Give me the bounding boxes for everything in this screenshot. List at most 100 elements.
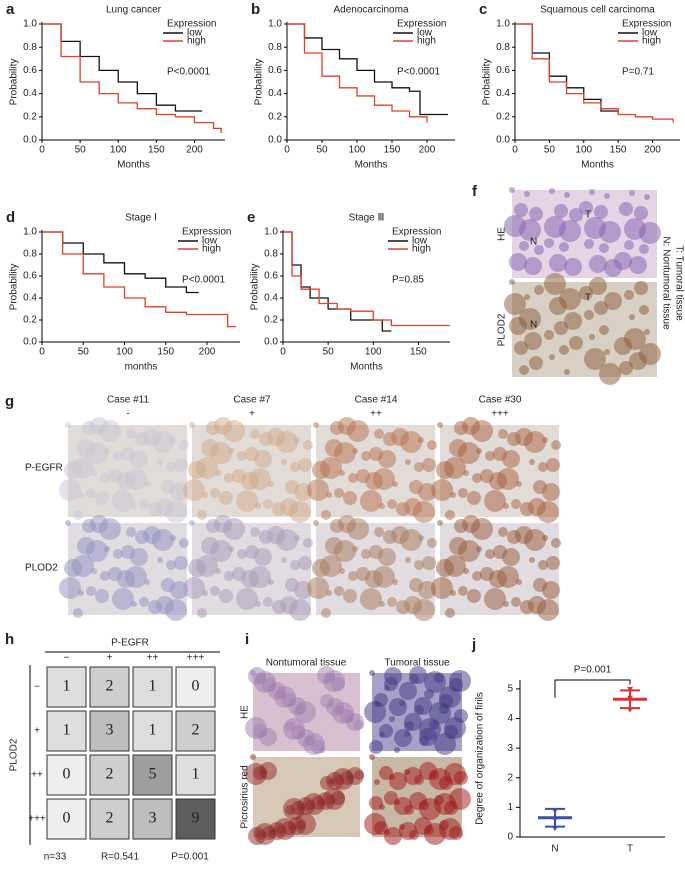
he-image-texture <box>599 221 621 243</box>
ihc-image-texture <box>485 549 495 559</box>
legend-title: Expression <box>167 19 216 30</box>
he-image-texture <box>534 245 544 255</box>
ihc-image-texture <box>404 596 422 614</box>
ihc-image-texture <box>579 286 593 300</box>
ihc-image-texture <box>374 429 384 439</box>
ihc-image-texture <box>589 334 595 340</box>
cell <box>89 754 130 796</box>
ihc-image-texture <box>267 428 285 446</box>
x-tick-label: 100 <box>349 145 366 156</box>
ihc-image-texture <box>174 556 188 570</box>
footer: R=0.541 <box>101 852 140 863</box>
y-tick-label: 0.4 <box>268 88 282 99</box>
he-image-texture <box>419 728 437 746</box>
y-tick-label: 1.0 <box>23 227 37 238</box>
he-image-texture <box>634 206 648 220</box>
ihc-image-texture <box>497 566 519 588</box>
he-image-texture <box>604 193 610 199</box>
row-label: +++ <box>28 814 46 825</box>
legend-title: Expression <box>392 227 441 238</box>
legend-label: low <box>187 28 203 39</box>
x-tick-label: 50 <box>544 145 556 156</box>
he-image-texture <box>439 686 461 708</box>
y-tick-label: 2 <box>507 772 513 783</box>
ihc-image-texture <box>387 597 397 607</box>
annotation: P=0.71 <box>622 67 654 78</box>
he-image-texture <box>564 192 570 198</box>
y-tick-label: 0.4 <box>264 293 278 304</box>
sirius-image-texture <box>354 770 364 780</box>
ihc-image-texture <box>343 589 357 603</box>
ihc-image-texture <box>313 422 319 428</box>
ihc-image-texture <box>533 480 547 494</box>
ihc-image-texture <box>228 546 234 552</box>
ihc-image-texture <box>564 369 570 375</box>
x-tick-label: 150 <box>410 347 427 358</box>
ihc-image-texture <box>249 468 271 490</box>
ihc-image-texture <box>228 448 234 454</box>
ihc-image-texture <box>594 301 608 315</box>
he-image-texture <box>639 222 661 244</box>
panel-label: j <box>471 636 476 653</box>
col-label: + <box>107 653 113 664</box>
row-label: − <box>34 682 40 693</box>
ihc-image-texture <box>232 567 246 581</box>
ihc-image-texture <box>280 596 298 614</box>
x-axis-label: months <box>125 362 158 373</box>
ihc-image-texture <box>214 515 232 533</box>
ihc-image-texture <box>427 440 437 450</box>
cell <box>46 710 87 752</box>
ihc-image-texture <box>125 566 147 588</box>
x-tick-label: 0 <box>284 145 290 156</box>
ihc-image-texture <box>121 545 135 559</box>
ihc-image-texture <box>263 597 273 607</box>
ihc-image-texture <box>65 422 71 428</box>
km-curve <box>515 23 619 115</box>
ihc-image-texture <box>325 439 343 457</box>
x-tick-label: T <box>627 844 633 855</box>
cell <box>46 754 87 796</box>
he-image-texture <box>599 243 609 253</box>
ihc-image-texture <box>90 515 108 533</box>
ihc-image-texture <box>245 447 259 461</box>
ihc-image-texture <box>504 293 526 315</box>
score: +++ <box>491 409 509 420</box>
case-label: Case #11 <box>107 395 150 406</box>
ihc-image-texture <box>294 535 300 541</box>
x-tick-label: 0 <box>512 145 518 156</box>
y-tick-label: 0.2 <box>264 315 278 326</box>
he-image-texture <box>589 255 607 273</box>
panel-label: a <box>6 1 15 18</box>
y-tick-label: 0.8 <box>268 42 282 53</box>
ihc-image-texture <box>604 349 610 355</box>
ihc-image-texture <box>143 428 161 446</box>
ihc-image-texture <box>619 361 633 375</box>
ihc-image-texture <box>73 510 83 520</box>
ihc-image-texture <box>157 557 163 563</box>
note: T: Tumoral tissue <box>673 245 684 321</box>
ihc-image-texture <box>542 535 548 541</box>
cell-value: 0 <box>63 766 71 783</box>
x-tick-label: N <box>551 844 558 855</box>
ihc-image-texture <box>112 490 134 512</box>
case-label: Case #7 <box>233 395 271 406</box>
chart-title: Stage Ⅲ <box>349 213 385 224</box>
ihc-image-texture <box>72 555 94 577</box>
score: ++ <box>370 409 382 420</box>
sirius-image-texture <box>404 769 410 775</box>
legend-label: high <box>187 36 206 47</box>
ihc-image-texture <box>303 538 313 548</box>
km-curve <box>515 23 674 123</box>
x-tick-label: 50 <box>75 145 87 156</box>
ihc-image-texture <box>125 468 147 490</box>
y-tick-label: 0.2 <box>496 111 510 122</box>
ihc-image-texture <box>524 332 542 350</box>
ihc-image-texture <box>538 560 548 570</box>
ihc-image-texture <box>519 308 541 330</box>
he-image-texture <box>369 670 375 676</box>
ihc-image-texture <box>303 440 313 450</box>
he-image-texture <box>629 256 647 274</box>
ihc-image-texture <box>352 448 358 454</box>
he-image-texture <box>589 189 595 195</box>
km-curve <box>287 23 428 123</box>
